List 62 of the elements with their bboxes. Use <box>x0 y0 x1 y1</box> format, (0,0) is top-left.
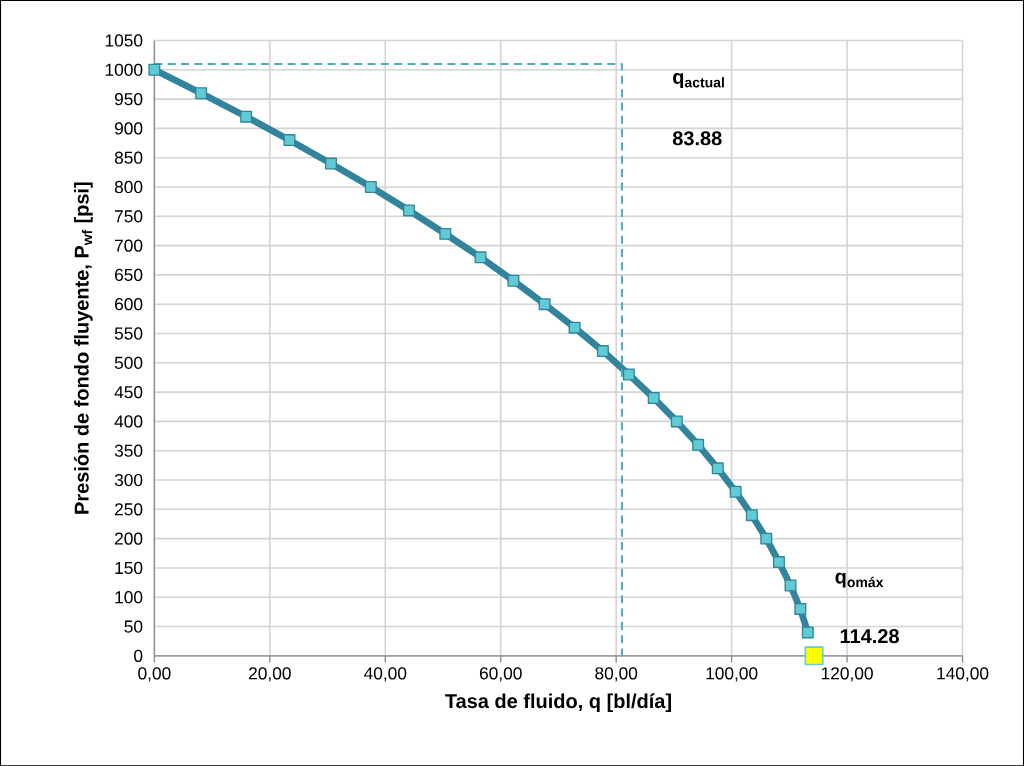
y-tick-label: 150 <box>115 561 143 574</box>
x-tick-label: 40,00 <box>364 667 407 682</box>
point <box>364 180 377 193</box>
x-tick-label: 100,00 <box>706 667 758 682</box>
y-tick-label: 500 <box>114 356 143 369</box>
point <box>538 298 551 311</box>
point <box>647 391 660 404</box>
x-tick-label: 140,00 <box>937 667 989 682</box>
point <box>507 274 520 287</box>
annotation: 83.88 <box>672 131 722 146</box>
point <box>240 110 253 123</box>
x-tick-label: 60,00 <box>479 667 522 682</box>
x-tick-label: 0,00 <box>138 667 171 682</box>
point <box>402 204 415 217</box>
point <box>439 227 452 240</box>
y-axis-title: Presión de fondo fluyente, P$_{wf}$ [psi] <box>73 182 93 514</box>
point <box>283 133 296 146</box>
point <box>745 509 758 522</box>
point <box>692 438 705 451</box>
y-tick-label: 850 <box>114 151 143 164</box>
y-tick-label: 1000 <box>105 63 143 76</box>
point <box>711 462 724 475</box>
y-tick-label: 900 <box>114 122 143 135</box>
point <box>622 368 635 381</box>
annotation: 114.28 <box>840 628 899 644</box>
point <box>784 579 797 592</box>
y-tick-label: 550 <box>114 327 143 340</box>
annotation: q$_{actual}$ <box>673 72 724 88</box>
y-tick-label: 350 <box>114 444 143 457</box>
y-tick-label: 400 <box>114 415 143 428</box>
y-tick-label: 700 <box>115 239 143 252</box>
x-axis-title: Tasa de fluido, q [bl/día] <box>445 693 671 712</box>
y-tick-label: 250 <box>115 503 143 516</box>
point <box>670 415 683 428</box>
y-tick-label: 750 <box>115 210 143 223</box>
point <box>801 626 814 639</box>
y-tick-label: 950 <box>114 92 143 106</box>
point <box>568 321 581 334</box>
y-tick-label: 200 <box>115 532 143 545</box>
point <box>794 602 807 615</box>
y-tick-label: 100 <box>115 590 143 604</box>
y-tick-label: 650 <box>115 268 143 281</box>
point <box>729 485 742 498</box>
point <box>596 344 609 357</box>
y-tick-label: 800 <box>114 180 143 193</box>
x-tick-label: 20,00 <box>249 667 291 682</box>
y-tick-label: 0 <box>134 649 143 662</box>
y-tick-label: 50 <box>124 620 143 633</box>
point <box>804 646 824 666</box>
y-tick-label: 450 <box>114 385 143 399</box>
point <box>325 157 338 170</box>
x-tick-label: 120,00 <box>821 667 873 682</box>
point <box>474 251 487 264</box>
point <box>772 555 785 568</box>
point <box>148 63 161 76</box>
point <box>195 87 208 100</box>
x-tick-label: 80,00 <box>595 667 638 682</box>
annotation: q$_{omáx}$ <box>835 572 884 588</box>
y-tick-label: 300 <box>114 473 143 487</box>
y-tick-label: 600 <box>115 297 143 311</box>
point <box>760 532 773 545</box>
y-tick-label: 1050 <box>105 34 143 47</box>
